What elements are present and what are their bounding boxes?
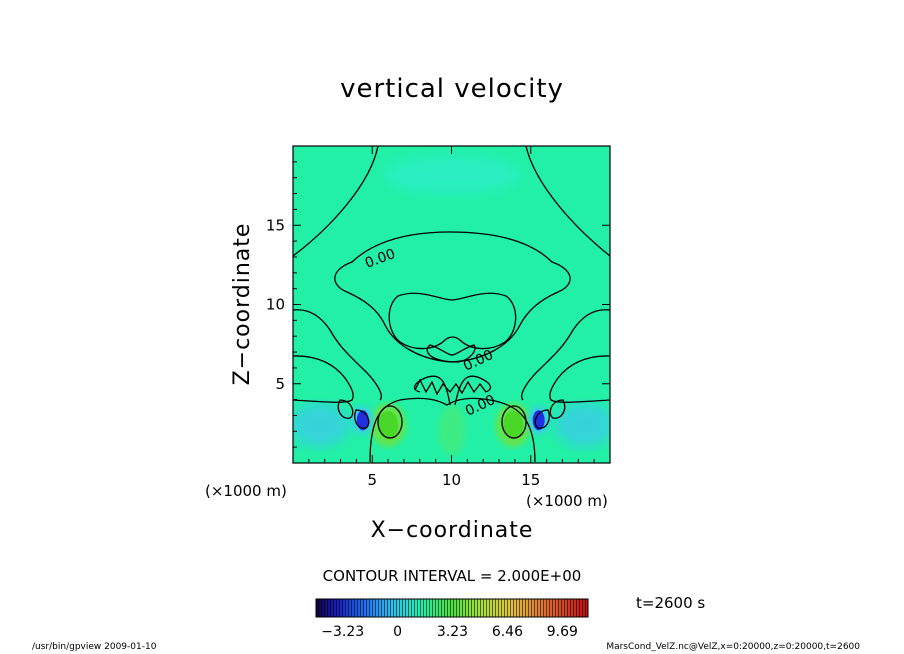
x-tick-label: 10	[442, 471, 461, 489]
chart-title: vertical velocity	[340, 74, 564, 104]
y-axis-label: Z−coordinate	[230, 223, 255, 386]
colorbar-tick-label: 6.46	[492, 624, 523, 640]
colorbar-tick-label: 9.69	[547, 624, 578, 640]
x-tick-label: 5	[367, 471, 377, 489]
footer-left: /usr/bin/gpview 2009-01-10	[32, 642, 157, 652]
footer-right: MarsCond_VelZ.nc@VelZ,x=0:20000,z=0:2000…	[606, 642, 860, 652]
axis-ticks	[293, 146, 610, 463]
colorbar	[315, 598, 589, 618]
y-tick-label: 15	[266, 216, 285, 234]
features-layer	[351, 402, 550, 447]
x-unit-right: (×1000 m)	[526, 492, 608, 510]
velocity-field	[293, 146, 610, 463]
updraft-center	[503, 410, 524, 439]
time-label: t=2600 s	[636, 594, 706, 612]
contour-lines	[293, 146, 610, 463]
x-axis-label: X−coordinate	[371, 518, 534, 543]
y-tick-label: 5	[275, 375, 285, 393]
colorbar-labels: −3.23 0 3.23 6.46 9.69	[321, 624, 578, 640]
x-unit-left: (×1000 m)	[205, 482, 287, 500]
colorbar-tick-label: 0	[393, 624, 402, 640]
x-tick-label: 15	[521, 471, 540, 489]
tick-labels: 5 10 15 5 10 15	[266, 216, 540, 489]
updraft-center	[378, 410, 399, 439]
contour-interval: CONTOUR INTERVAL = 2.000E+00	[322, 567, 582, 585]
y-tick-label: 10	[266, 296, 285, 314]
colorbar-tick-label: 3.23	[437, 624, 468, 640]
colorbar-tick-label: −3.23	[321, 624, 364, 640]
